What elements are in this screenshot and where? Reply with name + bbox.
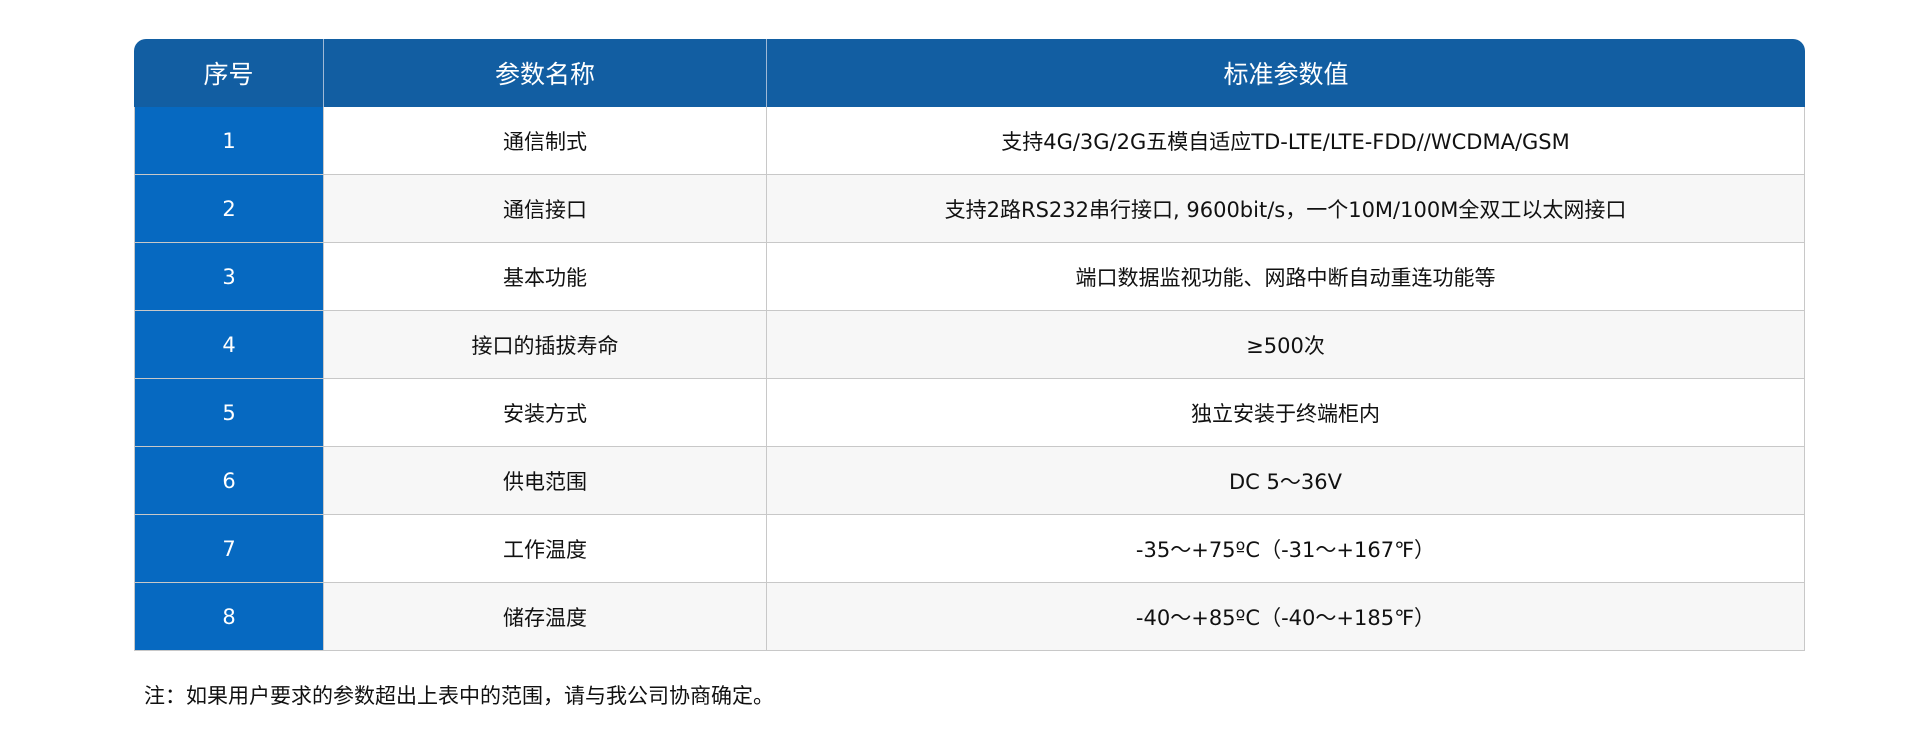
footnote: 注：如果用户要求的参数超出上表中的范围，请与我公司协商确定。 bbox=[144, 684, 774, 708]
table-row: 6 供电范围 DC 5～36V bbox=[134, 447, 1805, 515]
header-standard-value: 标准参数值 bbox=[767, 39, 1805, 107]
row-index: 3 bbox=[134, 243, 324, 311]
table-row: 3 基本功能 端口数据监视功能、网路中断自动重连功能等 bbox=[134, 243, 1805, 311]
row-param-name: 通信制式 bbox=[324, 107, 767, 175]
row-param-value: 支持2路RS232串行接口, 9600bit/s，一个10M/100M全双工以太… bbox=[767, 175, 1805, 243]
row-index: 8 bbox=[134, 583, 324, 651]
row-param-name: 通信接口 bbox=[324, 175, 767, 243]
row-param-name: 安装方式 bbox=[324, 379, 767, 447]
parameter-table: 序号 参数名称 标准参数值 1 通信制式 支持4G/3G/2G五模自适应TD-LTE… bbox=[134, 39, 1805, 651]
row-index: 4 bbox=[134, 311, 324, 379]
header-index: 序号 bbox=[134, 39, 324, 107]
row-param-value: 支持4G/3G/2G五模自适应TD-LTE/LTE-FDD//WCDMA/GSM bbox=[767, 107, 1805, 175]
row-param-value: ≥500次 bbox=[767, 311, 1805, 379]
row-param-value: DC 5～36V bbox=[767, 447, 1805, 515]
table-row: 7 工作温度 -35～+75ºC（-31～+167℉） bbox=[134, 515, 1805, 583]
row-param-value: 端口数据监视功能、网路中断自动重连功能等 bbox=[767, 243, 1805, 311]
row-index: 1 bbox=[134, 107, 324, 175]
row-param-name: 储存温度 bbox=[324, 583, 767, 651]
table-row: 5 安装方式 独立安装于终端柜内 bbox=[134, 379, 1805, 447]
row-param-name: 工作温度 bbox=[324, 515, 767, 583]
row-index: 6 bbox=[134, 447, 324, 515]
table-row: 8 储存温度 -40～+85ºC（-40～+185℉） bbox=[134, 583, 1805, 651]
row-index: 7 bbox=[134, 515, 324, 583]
row-param-name: 供电范围 bbox=[324, 447, 767, 515]
table-row: 4 接口的插拔寿命 ≥500次 bbox=[134, 311, 1805, 379]
row-index: 5 bbox=[134, 379, 324, 447]
row-index: 2 bbox=[134, 175, 324, 243]
row-param-name: 基本功能 bbox=[324, 243, 767, 311]
header-param-name: 参数名称 bbox=[324, 39, 767, 107]
row-param-value: -40～+85ºC（-40～+185℉） bbox=[767, 583, 1805, 651]
table-row: 1 通信制式 支持4G/3G/2G五模自适应TD-LTE/LTE-FDD//WCDM… bbox=[134, 107, 1805, 175]
row-param-name: 接口的插拔寿命 bbox=[324, 311, 767, 379]
table-row: 2 通信接口 支持2路RS232串行接口, 9600bit/s，一个10M/100M… bbox=[134, 175, 1805, 243]
table-header-row: 序号 参数名称 标准参数值 bbox=[134, 39, 1805, 107]
row-param-value: 独立安装于终端柜内 bbox=[767, 379, 1805, 447]
row-param-value: -35～+75ºC（-31～+167℉） bbox=[767, 515, 1805, 583]
